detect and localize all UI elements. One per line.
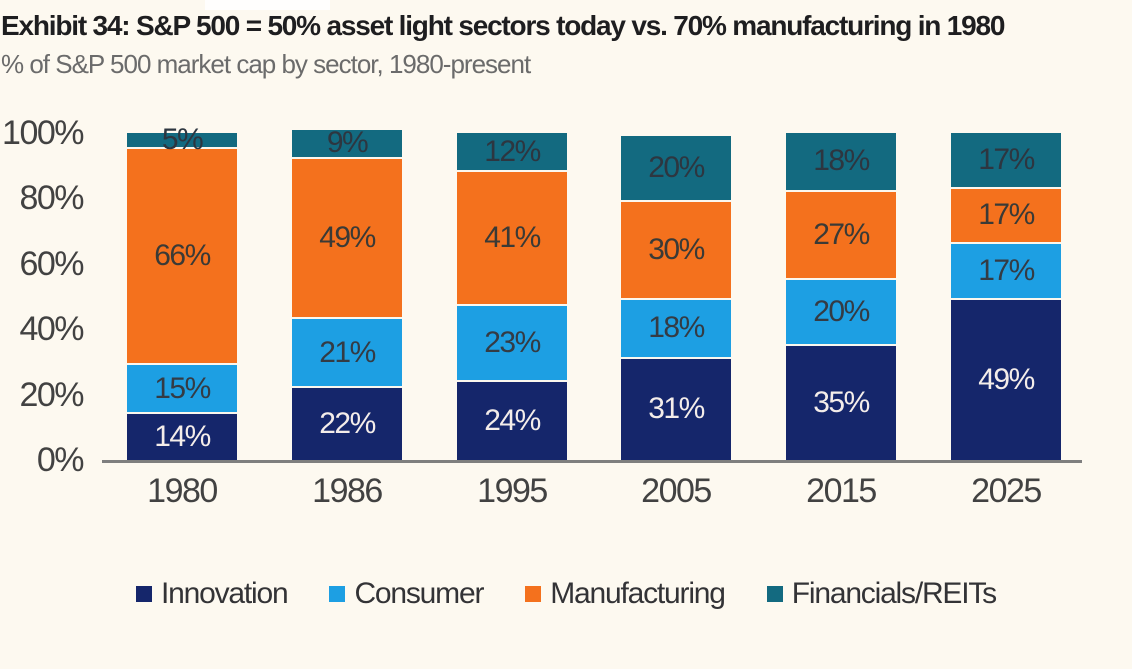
bar-segment-consumer-2005: 18% <box>621 299 731 359</box>
stacked-bar-2005: 31% 18% 30% 20% <box>621 133 731 460</box>
bar-segment-consumer-1980: 15% <box>127 365 237 415</box>
legend-label: Innovation <box>161 577 289 610</box>
bar-segment-value-label: 17% <box>978 198 1035 232</box>
legend-item-innovation: Innovation <box>136 577 289 611</box>
background-patch <box>205 0 330 10</box>
legend-swatch-icon <box>329 586 346 602</box>
bar-segment-value-label: 12% <box>484 134 541 168</box>
legend-item-financials-reits: Financials/REITs <box>766 577 997 611</box>
bar-segment-manufacturing-1995: 41% <box>457 172 567 307</box>
bar-segment-value-label: 41% <box>484 221 541 255</box>
bar-segment-financials-reits-2025: 17% <box>951 133 1061 189</box>
legend-item-consumer: Consumer <box>329 577 484 611</box>
bar-segment-innovation-1986: 22% <box>292 388 402 460</box>
legend-swatch-icon <box>766 586 783 602</box>
bar-segment-financials-reits-2015: 18% <box>786 133 896 192</box>
y-tick-label: 60% <box>19 245 84 283</box>
legend-label: Manufacturing <box>550 577 726 610</box>
chart-legend: Innovation Consumer Manufacturing Financial… <box>0 577 1132 611</box>
bar-segment-value-label: 23% <box>484 325 541 359</box>
bar-segment-value-label: 20% <box>648 150 705 184</box>
chart-title: Exhibit 34: S&P 500 = 50% asset light se… <box>1 10 1005 41</box>
bar-segment-financials-reits-1995: 12% <box>457 133 567 173</box>
y-tick-label: 80% <box>19 179 84 217</box>
bar-segment-value-label: 9% <box>326 126 369 160</box>
bar-segment-value-label: 31% <box>648 392 705 426</box>
bar-segment-value-label: 17% <box>978 253 1035 287</box>
bar-segment-innovation-2015: 35% <box>786 345 896 460</box>
bar-segment-value-label: 22% <box>319 407 376 441</box>
bar-segment-consumer-1986: 21% <box>292 319 402 389</box>
bar-segment-financials-reits-1986: 9% <box>292 126 402 160</box>
bar-segment-consumer-1995: 23% <box>457 306 567 382</box>
y-tick-label: 100% <box>2 114 84 152</box>
x-axis-labels: 1980 1986 1995 2005 2015 2025 <box>102 474 1082 514</box>
bar-segment-value-label: 30% <box>648 232 705 266</box>
bar-segment-value-label: 49% <box>978 362 1035 396</box>
stacked-bar-1986: 22% 21% 49% 9% <box>292 126 402 460</box>
bar-segment-consumer-2025: 17% <box>951 244 1061 300</box>
y-axis-tick-labels: 100% 80% 60% 40% 20% 0% <box>0 116 84 477</box>
plot-area: 14% 15% 66% 5% 22% 21% 49% 9% 24% 23% 41% 12% 31% 18%… <box>102 125 1082 463</box>
bar-segment-manufacturing-1980: 66% <box>127 149 237 366</box>
bar-segment-value-label: 24% <box>484 403 541 437</box>
x-axis-label-1980: 1980 <box>147 472 218 510</box>
bar-segment-value-label: 15% <box>154 371 211 405</box>
bar-segment-consumer-2015: 20% <box>786 280 896 346</box>
x-axis-label-2005: 2005 <box>641 472 712 510</box>
bar-segment-innovation-2005: 31% <box>621 358 731 460</box>
bar-segment-value-label: 35% <box>813 385 870 419</box>
bar-segment-value-label: 5% <box>161 123 204 157</box>
bar-segment-value-label: 18% <box>813 144 870 178</box>
bar-segment-manufacturing-2025: 17% <box>951 188 1061 245</box>
x-axis-label-2015: 2015 <box>806 472 877 510</box>
bar-segment-innovation-2025: 49% <box>951 299 1061 460</box>
stacked-bar-1995: 24% 23% 41% 12% <box>457 133 567 460</box>
y-tick-label: 40% <box>19 310 84 348</box>
bar-segment-manufacturing-1986: 49% <box>292 159 402 320</box>
x-axis-label-2025: 2025 <box>971 472 1042 510</box>
bar-segment-value-label: 66% <box>154 239 211 273</box>
stacked-bar-1980: 14% 15% 66% 5% <box>127 125 237 460</box>
bar-segment-manufacturing-2005: 30% <box>621 201 731 300</box>
bar-segment-value-label: 49% <box>319 221 376 255</box>
bar-segment-innovation-1980: 14% <box>127 414 237 460</box>
y-tick-label: 20% <box>19 376 84 414</box>
stacked-bar-2015: 35% 20% 27% 18% <box>786 133 896 460</box>
legend-label: Financials/REITs <box>791 577 997 610</box>
bar-segment-value-label: 21% <box>319 335 376 369</box>
bar-segment-value-label: 17% <box>978 142 1035 176</box>
bar-segment-value-label: 18% <box>648 311 705 345</box>
bar-segment-value-label: 20% <box>813 294 870 328</box>
x-axis-label-1995: 1995 <box>477 472 548 510</box>
legend-label: Consumer <box>354 577 484 610</box>
legend-swatch-icon <box>525 586 542 602</box>
stacked-bar-2025: 49% 17% 17% 17% <box>951 133 1061 460</box>
legend-swatch-icon <box>136 586 152 602</box>
bar-segment-innovation-1995: 24% <box>457 381 567 460</box>
bar-segment-value-label: 27% <box>813 218 870 252</box>
x-axis-label-1986: 1986 <box>312 472 383 510</box>
chart-subtitle: % of S&P 500 market cap by sector, 1980-… <box>1 49 531 79</box>
y-tick-label: 0% <box>36 441 85 479</box>
bar-segment-financials-reits-2005: 20% <box>621 136 731 202</box>
bar-segment-value-label: 14% <box>154 420 211 454</box>
bar-segment-manufacturing-2015: 27% <box>786 191 896 281</box>
bar-segment-financials-reits-1980: 5% <box>127 125 237 155</box>
legend-item-manufacturing: Manufacturing <box>525 577 726 611</box>
